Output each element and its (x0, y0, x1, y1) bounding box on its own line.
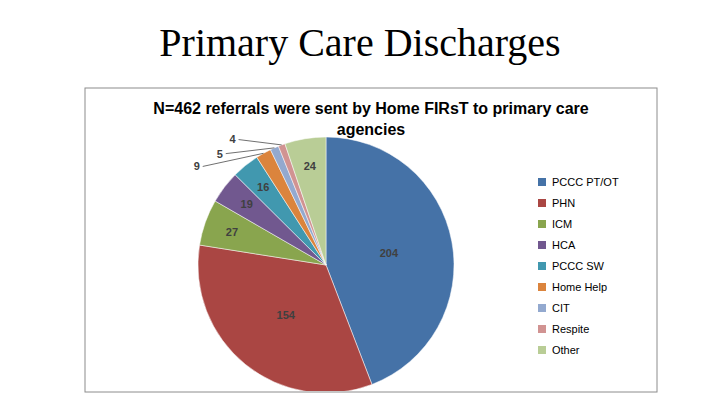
data-label: 4 (229, 133, 236, 145)
chart-frame (85, 88, 657, 392)
data-label: 5 (217, 147, 223, 159)
legend-swatch (538, 346, 546, 354)
leader-line (203, 153, 264, 166)
legend: PCCC PT/OT PHN ICM HCA PCCC SW Home Help CIT Re… (538, 176, 619, 356)
legend-label: Home Help (552, 281, 607, 293)
legend-item: PHN (538, 197, 575, 209)
slide-heading: Primary Care Discharges (159, 20, 560, 65)
leader-line (239, 140, 282, 145)
legend-label: Other (552, 344, 580, 356)
legend-swatch (538, 241, 546, 249)
legend-swatch (538, 199, 546, 207)
legend-swatch (538, 262, 546, 270)
pie-slice (198, 245, 372, 391)
legend-label: HCA (552, 239, 576, 251)
data-label: 19 (241, 198, 253, 210)
chart-title: N=462 referrals were sent by Home FIRsT … (153, 100, 588, 138)
pie-slices (198, 137, 454, 391)
chart-title-line: agencies (337, 121, 406, 138)
legend-swatch (538, 304, 546, 312)
chart-title-line: N=462 referrals were sent by Home FIRsT … (153, 100, 588, 117)
legend-item: PCCC PT/OT (538, 176, 619, 188)
data-label: 9 (194, 160, 200, 172)
legend-item: ICM (538, 218, 572, 230)
legend-swatch (538, 325, 546, 333)
legend-swatch (538, 220, 546, 228)
data-label: 204 (380, 247, 399, 259)
legend-item: Respite (538, 323, 589, 335)
legend-swatch (538, 178, 546, 186)
leader-line (226, 148, 275, 154)
data-labels: 204 154 27 19 16 9 54 24 (194, 133, 399, 320)
legend-item: PCCC SW (538, 260, 605, 272)
legend-label: ICM (552, 218, 572, 230)
slide: Primary Care Discharges N=462 referrals w… (0, 0, 720, 405)
data-label: 16 (257, 181, 269, 193)
legend-label: PCCC PT/OT (552, 176, 619, 188)
pie-slice (285, 137, 326, 265)
legend-item: CIT (538, 302, 570, 314)
legend-item: Other (538, 344, 580, 356)
legend-swatch (538, 283, 546, 291)
legend-item: Home Help (538, 281, 607, 293)
legend-label: PHN (552, 197, 575, 209)
pie (198, 137, 454, 391)
legend-label: CIT (552, 302, 570, 314)
legend-item: HCA (538, 239, 576, 251)
data-label: 154 (277, 309, 296, 321)
legend-label: PCCC SW (552, 260, 605, 272)
data-label: 27 (226, 226, 238, 238)
data-label: 24 (304, 160, 317, 172)
legend-label: Respite (552, 323, 589, 335)
